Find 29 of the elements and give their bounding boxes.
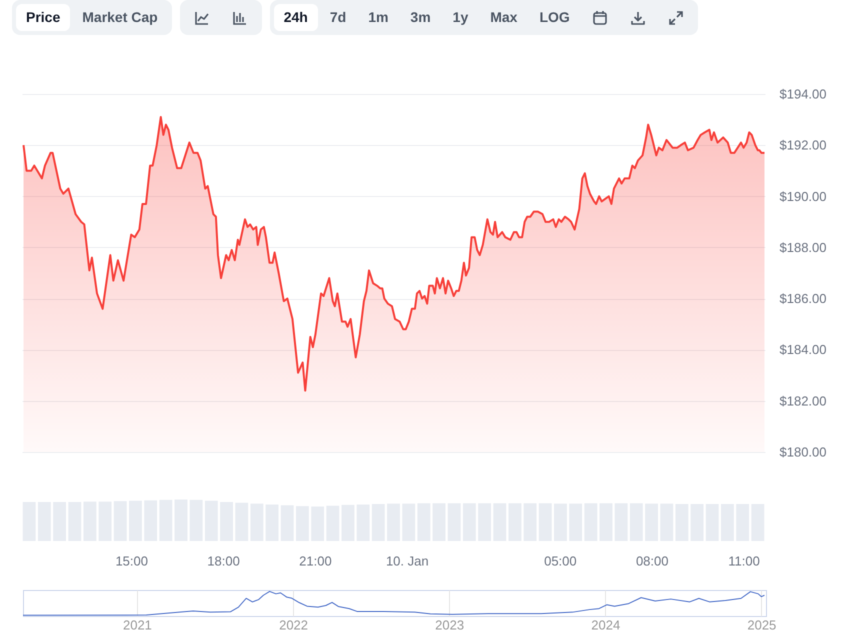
y-tick-label: $190.00 xyxy=(780,188,826,204)
y-tick-label: $192.00 xyxy=(780,138,826,153)
text: 3m xyxy=(409,8,432,27)
x-tick-label: 18:00 xyxy=(207,554,240,568)
y-tick-label: $184.00 xyxy=(780,342,826,358)
x-tick-label: 2021 xyxy=(122,618,152,632)
x-tick-label: 2024 xyxy=(591,618,620,632)
x-tick-label: 10. Jan xyxy=(386,554,429,568)
text: Price xyxy=(16,4,70,31)
text: LOG xyxy=(538,8,571,27)
text: 7d xyxy=(328,8,348,27)
y-tick-label: $180.00 xyxy=(780,444,826,460)
text: 1m xyxy=(367,8,390,27)
x-tick-label: 11:00 xyxy=(728,554,760,568)
x-tick-label: 2023 xyxy=(435,618,464,632)
y-tick-label: $182.00 xyxy=(780,393,826,408)
text: Market Cap xyxy=(81,8,159,27)
y-tick-label: $186.00 xyxy=(780,291,826,306)
text: 24h xyxy=(274,4,318,31)
x-tick-label: 21:00 xyxy=(299,554,332,568)
text: 1y xyxy=(452,8,470,27)
x-tick-label: 08:00 xyxy=(636,554,668,568)
y-tick-label: $188.00 xyxy=(780,240,826,255)
x-tick-label: 15:00 xyxy=(115,554,148,568)
y-tick-label: $194.00 xyxy=(780,86,826,102)
x-tick-label: 2025 xyxy=(747,618,776,632)
text: Max xyxy=(489,8,518,27)
x-tick-label: 2022 xyxy=(279,618,308,632)
x-tick-label: 05:00 xyxy=(544,554,577,568)
